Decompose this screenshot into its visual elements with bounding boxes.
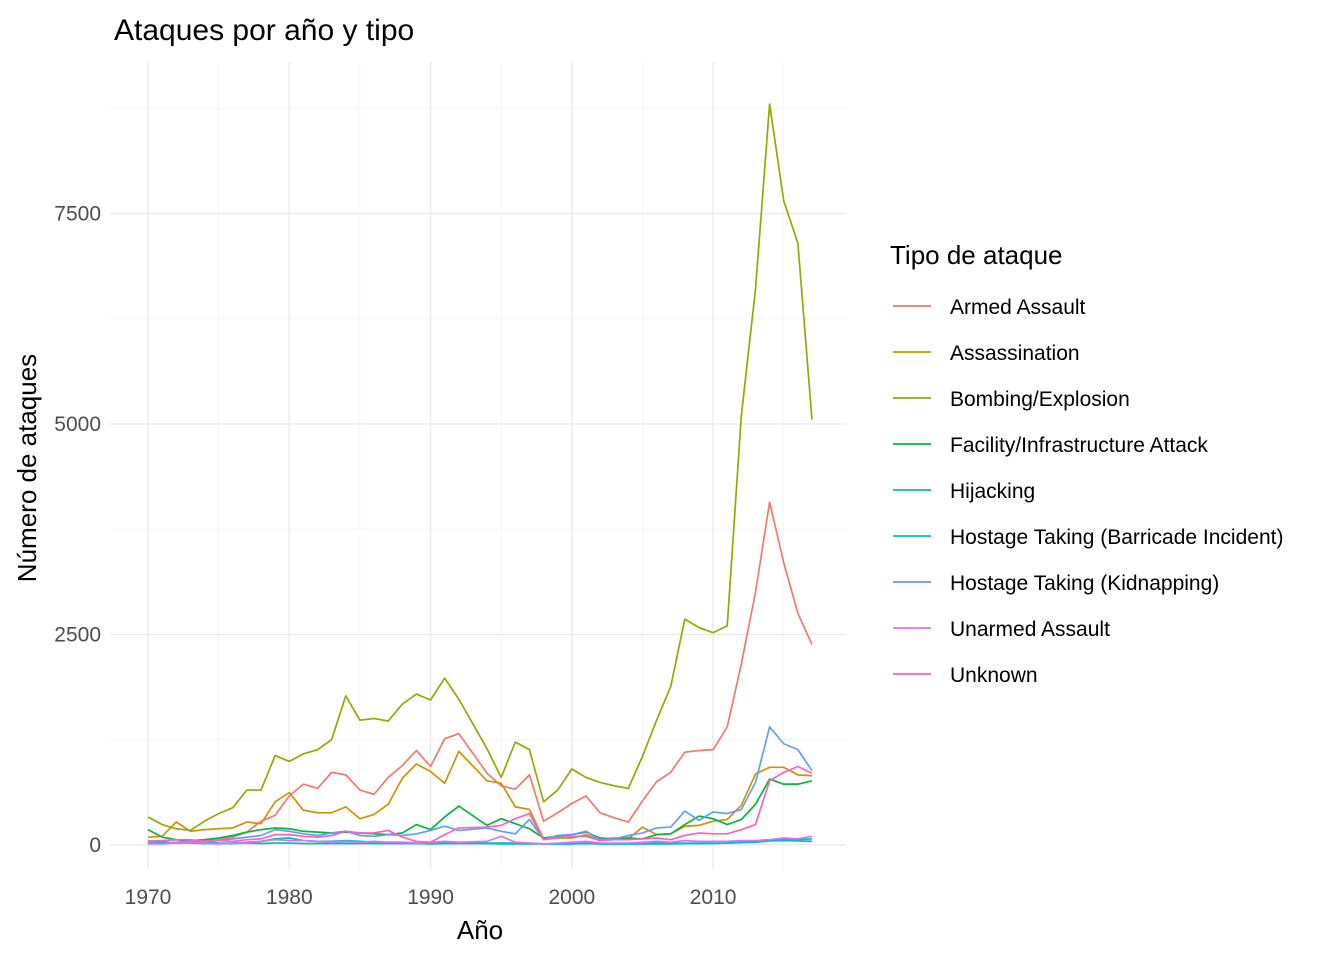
chart-title: Ataques por año y tipo	[114, 14, 414, 47]
legend-items: Armed Assault Assassination Bombing/Explos…	[893, 296, 1283, 687]
x-tick-label: 1990	[407, 886, 454, 909]
series-line	[147, 778, 813, 842]
legend-label: Unarmed Assault	[950, 618, 1110, 641]
legend-label: Bombing/Explosion	[950, 388, 1130, 411]
y-tick-label: 5000	[54, 413, 101, 436]
x-tick-label: 2010	[690, 886, 737, 909]
legend-label: Armed Assault	[950, 296, 1086, 319]
series-layer	[147, 103, 813, 845]
x-axis-title: Año	[457, 915, 503, 945]
legend-label: Hostage Taking (Kidnapping)	[950, 572, 1219, 595]
y-axis-ticks: 0 2500 5000 7500	[54, 203, 101, 857]
legend-label: Hijacking	[950, 480, 1035, 503]
legend-label: Assassination	[950, 342, 1080, 365]
y-tick-label: 0	[89, 834, 101, 857]
series-line	[148, 835, 813, 845]
legend-label: Facility/Infrastructure Attack	[950, 434, 1208, 457]
grid	[110, 62, 846, 870]
x-tick-label: 2000	[548, 886, 595, 909]
series-line	[147, 750, 813, 841]
y-axis-title: Número de ataques	[12, 354, 42, 582]
x-axis-ticks: 1970 1980 1990 2000 2010	[125, 886, 737, 909]
series-line	[147, 103, 813, 832]
x-tick-label: 1970	[125, 886, 172, 909]
y-tick-label: 2500	[54, 623, 101, 646]
series-line	[147, 501, 813, 843]
y-tick-label: 7500	[54, 203, 101, 226]
series-line	[147, 765, 813, 844]
legend-label: Unknown	[950, 664, 1038, 687]
legend: Tipo de ataque Armed Assault Assassinatio…	[890, 240, 1283, 687]
series-line	[147, 726, 813, 845]
legend-label: Hostage Taking (Barricade Incident)	[950, 526, 1283, 549]
x-tick-label: 1980	[266, 886, 313, 909]
legend-title: Tipo de ataque	[890, 240, 1063, 270]
